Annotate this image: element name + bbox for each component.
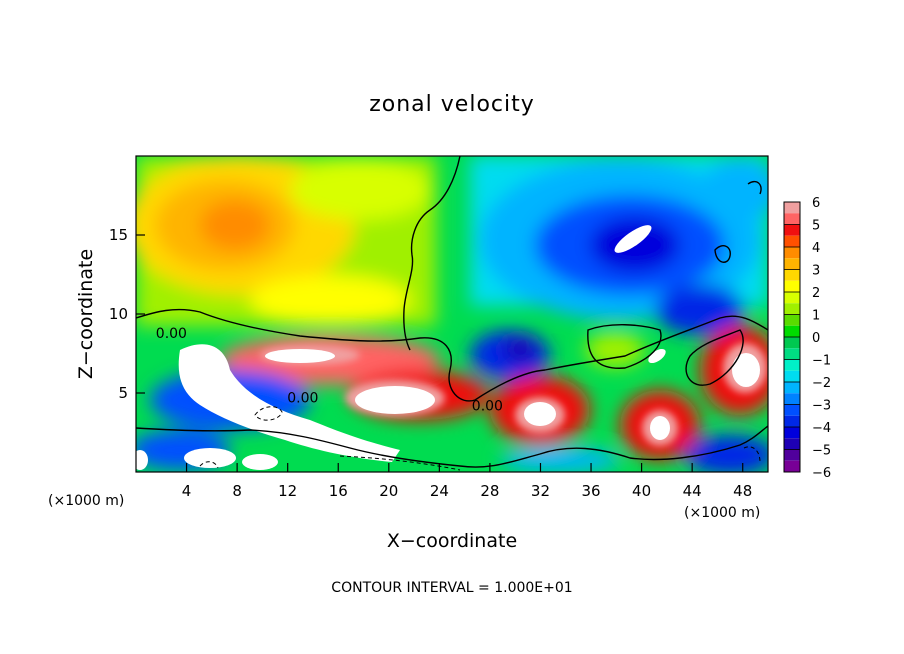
chart-title: zonal velocity [369,92,535,117]
x-tick-label: 24 [430,482,449,500]
x-unit-label-left: (×1000 m) [48,493,124,509]
contour-label: 0.00 [156,326,187,342]
colorbar-swatch [784,382,800,394]
x-tick-label: 16 [329,482,348,500]
colorbar-tick-label: 0 [812,331,820,346]
colorbar-swatch [784,280,800,292]
colorbar-tick-label: 2 [812,286,820,301]
x-tick-label: 32 [531,482,550,500]
colorbar-tick-label: −1 [812,354,831,369]
colorbar-swatch [784,292,800,304]
colorbar-swatch [784,235,800,247]
colorbar-swatch [784,269,800,281]
colorbar-tick-label: 6 [812,196,820,211]
colorbar-tick-label: 4 [812,241,820,256]
colorbar-tick-label: 3 [812,264,820,279]
colorbar: 6 5 4 3 2 1 0 −1 −2 −3 −4 −5 −6 [783,196,831,481]
colorbar-tick-label: 1 [812,309,820,324]
colorbar-swatch [784,337,800,349]
colorbar-swatch [784,393,800,405]
colorbar-tick-label: 5 [812,219,820,234]
x-tick-label: 40 [632,482,651,500]
heatmap-field [136,156,768,472]
colorbar-swatch [784,303,800,315]
colorbar-swatch [784,404,800,416]
contour-label: 0.00 [472,399,503,415]
colorbar-swatch [784,258,800,270]
x-tick-label: 12 [278,482,297,500]
x-tick-label: 28 [480,482,499,500]
x-tick-label: 8 [232,482,242,500]
colorbar-swatch [784,213,800,225]
colorbar-swatch [784,247,800,259]
colorbar-tick-label: −2 [812,376,831,391]
colorbar-swatch [784,202,800,214]
colorbar-swatch [784,224,800,236]
contour-labels: 0.00 0.00 0.00 [156,326,503,415]
colorbar-swatch [784,359,800,371]
colorbar-tick-label: −4 [812,421,831,436]
x-tick-label: 48 [733,482,752,500]
colorbar-swatch [784,449,800,461]
x-unit-label-right: (×1000 m) [684,505,760,521]
colorbar-swatch [784,438,800,450]
y-tick-label: 15 [109,226,128,244]
colorbar-swatch [784,348,800,360]
x-axis-label: X−coordinate [387,530,517,552]
x-tick-label: 44 [683,482,702,500]
colorbar-swatch [784,415,800,427]
colorbar-swatch [784,325,800,337]
x-tick-label: 20 [379,482,398,500]
y-tick-label: 10 [109,305,128,323]
x-tick-label: 36 [581,482,600,500]
y-axis-label: Z−coordinate [75,249,97,379]
colorbar-tick-label: −6 [812,466,831,481]
colorbar-tick-label: −3 [812,399,831,414]
contour-label: 0.00 [287,391,318,407]
colorbar-swatch [784,370,800,382]
colorbar-tick-label: −5 [812,444,831,459]
colorbar-swatch [784,427,800,439]
colorbar-swatch [784,460,800,472]
y-tick-label: 5 [118,384,128,402]
x-tick-label: 4 [182,482,192,500]
contour-interval-note: CONTOUR INTERVAL = 1.000E+01 [331,580,572,596]
colorbar-swatch [784,314,800,326]
